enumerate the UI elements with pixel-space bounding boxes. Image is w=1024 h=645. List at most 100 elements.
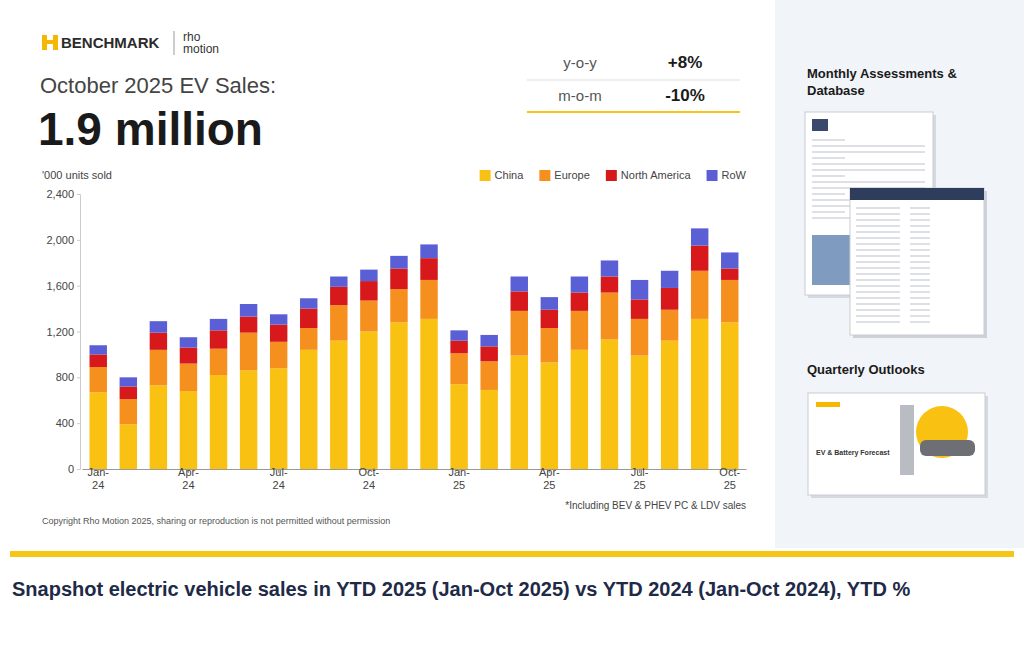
- tick-label: 1,600: [46, 280, 74, 292]
- bar-segment: [360, 301, 377, 332]
- bar-segment: [210, 319, 227, 330]
- bar-segment: [541, 297, 558, 310]
- tick-label: Jan-25: [448, 466, 470, 491]
- legend-entry: Europe: [539, 169, 589, 181]
- page-line: [910, 213, 930, 215]
- bar-segment: [691, 319, 708, 469]
- bar-segment: [300, 328, 317, 350]
- page-line: [856, 207, 900, 209]
- bar-segment: [120, 377, 137, 386]
- series: [90, 228, 739, 386]
- partner: rhomotion: [183, 30, 219, 56]
- text-line: Jan-: [448, 466, 470, 478]
- page-figure: [920, 440, 975, 456]
- background: [0, 0, 1024, 645]
- text-line: Snapshot electric vehicle sales in YTD 2…: [12, 578, 910, 600]
- page-line: [910, 267, 930, 269]
- page-line: [910, 249, 930, 251]
- page-line: [910, 315, 930, 317]
- legend-swatch: [539, 170, 550, 181]
- page-line: [910, 285, 930, 287]
- bar-segment: [480, 335, 497, 346]
- bar-segment: [330, 277, 347, 287]
- text-line: 24: [92, 479, 104, 491]
- bar-segment: [721, 280, 738, 322]
- legend-swatch: [480, 170, 491, 181]
- y-tick: 2,000: [46, 234, 80, 246]
- tick-label: 0: [68, 463, 74, 475]
- page-figure: [812, 235, 852, 285]
- bar-segment: [270, 368, 287, 469]
- bar-segment: [270, 342, 287, 368]
- page-line: [910, 255, 930, 257]
- legend-entry: North America: [606, 169, 692, 181]
- page-line: [856, 261, 900, 263]
- x-tick: Jan-24: [88, 466, 110, 491]
- series: [90, 271, 739, 425]
- page-line: [856, 243, 900, 245]
- text-line: 24: [273, 479, 285, 491]
- text-line: Database: [807, 83, 865, 98]
- bar-segment: [90, 367, 107, 392]
- bar-segment: [480, 361, 497, 390]
- page-line: [812, 157, 845, 159]
- thumbnail: EV & Battery Forecast: [808, 393, 988, 498]
- bar-segment: [390, 256, 407, 269]
- page-line: [910, 303, 930, 305]
- page-line: [856, 249, 900, 251]
- bar-segment: [450, 353, 467, 384]
- thumbnail-text: EV & Battery Forecast: [816, 449, 890, 457]
- stat-value: -10%: [665, 86, 705, 105]
- bar-segment: [601, 340, 618, 469]
- page-header: [850, 188, 984, 200]
- bars: [90, 228, 739, 469]
- bar-segment: [420, 280, 437, 319]
- separator: [527, 80, 740, 81]
- page-line: [910, 309, 930, 311]
- tick-label: Apr-24: [178, 466, 199, 491]
- bar-segment: [180, 337, 197, 347]
- page-line: [910, 261, 930, 263]
- bar-segment: [300, 298, 317, 308]
- page: BENCHMARKrhomotiony-o-y+8%m-o-m-10%Octob…: [0, 0, 1024, 645]
- page-line: [812, 139, 845, 141]
- divider: [174, 31, 175, 55]
- page-line: [856, 213, 900, 215]
- bar-segment: [661, 288, 678, 310]
- chart-title: October 2025 EV Sales:: [40, 73, 276, 98]
- bar-segment: [180, 348, 197, 364]
- bar-segment: [571, 293, 588, 311]
- bar-segment: [390, 289, 407, 322]
- page-line: [812, 145, 925, 147]
- tick-mark: [77, 423, 80, 424]
- bar-segment: [541, 328, 558, 362]
- page-line: [812, 151, 925, 153]
- bar-segment: [661, 271, 678, 288]
- text-line: Quarterly Outlooks: [807, 362, 925, 377]
- series: [90, 246, 739, 400]
- y-tick: 800: [56, 371, 80, 383]
- bar-segment: [721, 252, 738, 268]
- legend-label: China: [495, 169, 525, 181]
- bar-segment: [390, 268, 407, 289]
- page-line: [856, 225, 900, 227]
- bar-segment: [601, 260, 618, 276]
- footnote: *Including BEV & PHEV PC & LDV sales: [565, 500, 746, 511]
- legend-entry: China: [480, 169, 525, 181]
- tick-label: Apr-25: [539, 466, 560, 491]
- bar-segment: [90, 354, 107, 367]
- page-line: [856, 291, 900, 293]
- bar-segment: [450, 341, 467, 354]
- x-tick: Jul-24: [270, 466, 288, 491]
- bar-segment: [420, 319, 437, 469]
- text-line: Apr-: [178, 466, 199, 478]
- tick-mark: [77, 377, 80, 378]
- page-line: [856, 237, 900, 239]
- tick-mark: [77, 469, 80, 470]
- bar-segment: [150, 385, 167, 469]
- bar-segment: [631, 280, 648, 299]
- logo-icon: [42, 40, 58, 44]
- bar-segment: [210, 349, 227, 375]
- page-logo: [812, 119, 828, 131]
- bar-segment: [511, 291, 528, 310]
